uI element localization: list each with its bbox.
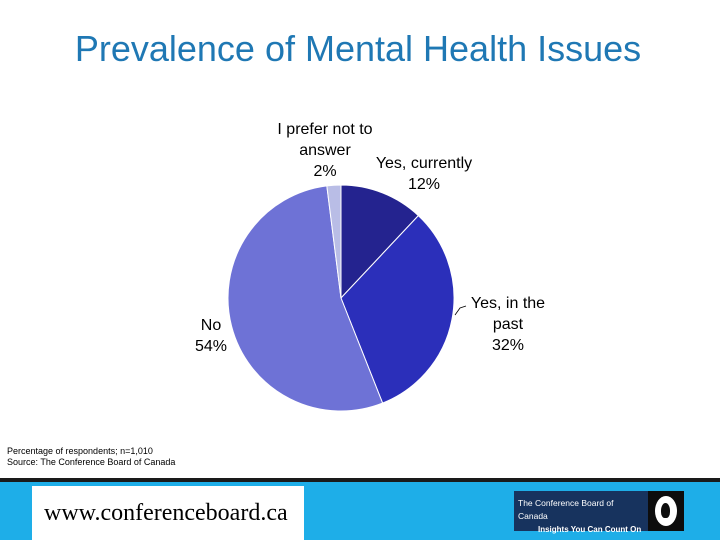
pie-slice	[340, 214, 455, 404]
conference-board-logo: The Conference Board of Canada Insights …	[514, 491, 684, 534]
footnote-source: Source: The Conference Board of Canada	[7, 457, 176, 467]
slice-label: Yes, in the past 32%	[471, 295, 545, 354]
website-link[interactable]: www.conferenceboard.ca	[44, 500, 288, 526]
torch-flame-icon	[648, 491, 684, 531]
logo-name: The Conference Board of Canada	[518, 498, 614, 521]
footnote: Percentage of respondents; n=1,010 Sourc…	[7, 446, 175, 468]
pie-slice	[227, 185, 384, 412]
url-box	[32, 486, 304, 540]
slice-label: No 54%	[195, 317, 227, 355]
footnote-sample: Percentage of respondents; n=1,010	[7, 446, 153, 456]
slice-label: I prefer not to answer 2%	[277, 121, 372, 180]
slice-label: Yes, currently 12%	[376, 155, 472, 193]
slide-title: Prevalence of Mental Health Issues	[74, 28, 642, 69]
logo-text: The Conference Board of Canada Insights …	[514, 491, 648, 534]
footer-divider	[0, 478, 720, 482]
pie-slice	[326, 184, 342, 299]
logo-tagline: Insights You Can Count On	[538, 525, 642, 534]
leader-line	[454, 305, 467, 316]
pie-slice	[340, 184, 420, 300]
